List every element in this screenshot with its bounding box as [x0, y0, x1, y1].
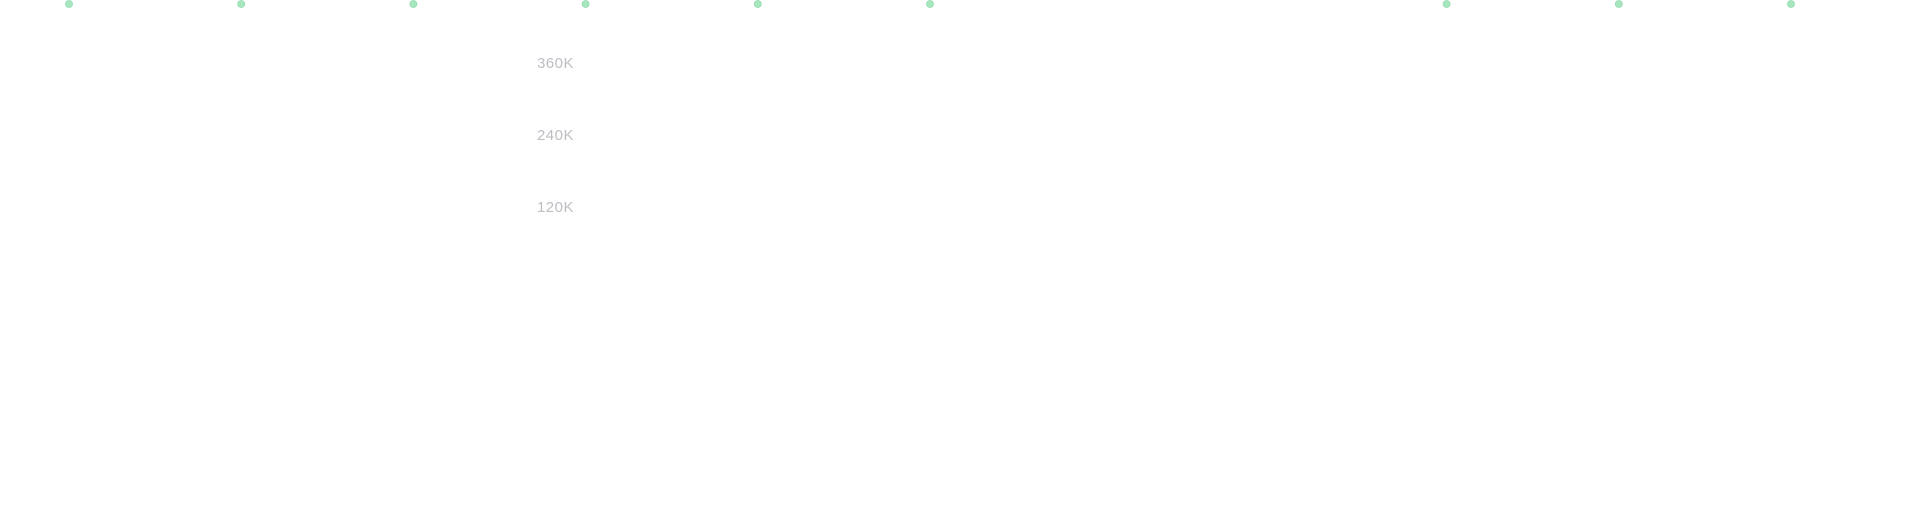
data-point-6[interactable] — [926, 0, 934, 8]
data-point-5[interactable] — [753, 0, 762, 8]
vertical-gridlines — [69, 4, 1792, 505]
y-tick-label-1: 240K — [537, 127, 574, 144]
data-point-1[interactable] — [65, 0, 73, 8]
data-point-10[interactable] — [1614, 0, 1623, 8]
data-point-4[interactable] — [581, 0, 590, 8]
data-point-2[interactable] — [237, 0, 246, 8]
y-axis-tick-labels: 360K 240K 120K — [537, 55, 574, 216]
data-point-3[interactable] — [409, 0, 418, 8]
data-point-11[interactable] — [1787, 0, 1795, 8]
horizontal-gridlines — [0, 4, 1920, 293]
y-tick-label-0: 360K — [537, 55, 574, 72]
data-point-9[interactable] — [1442, 0, 1451, 8]
data-points — [65, 0, 1795, 8]
y-tick-label-2: 120K — [537, 199, 574, 216]
